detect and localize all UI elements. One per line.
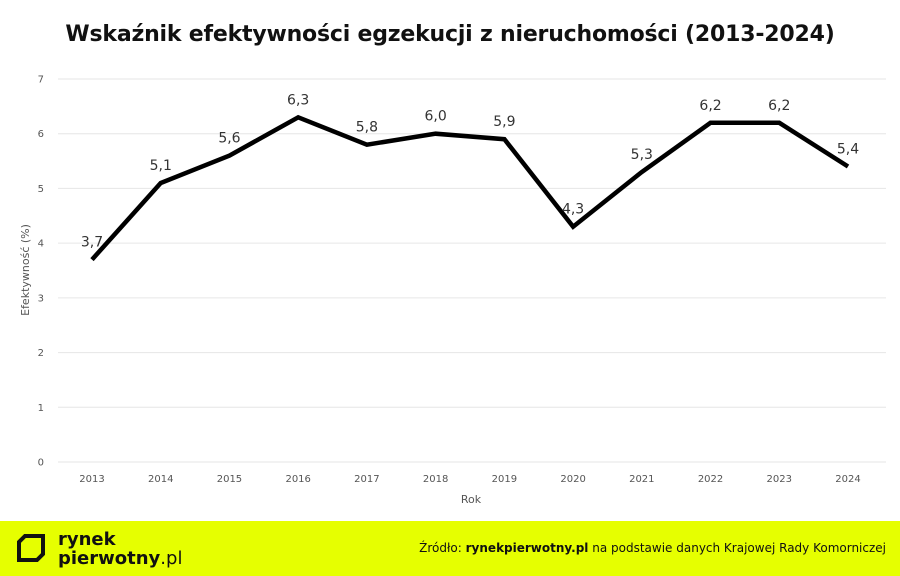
line-chart: 0 1 2 3 4 5 6 7 2013 2014 2015 2016 2017 2018 2019 202… bbox=[19, 75, 886, 506]
brand-name: rynek pierwotny.pl bbox=[58, 530, 182, 568]
data-label: 6,0 bbox=[425, 109, 447, 125]
data-label: 5,1 bbox=[150, 158, 172, 174]
data-label: 5,6 bbox=[218, 131, 240, 147]
x-tick-label: 2023 bbox=[767, 474, 792, 485]
data-label: 5,9 bbox=[493, 114, 515, 130]
series-line bbox=[90, 114, 850, 262]
x-tick-label: 2014 bbox=[148, 474, 173, 485]
brand-suffix: .pl bbox=[160, 548, 183, 569]
x-tick-label: 2016 bbox=[285, 474, 310, 485]
x-tick-label: 2024 bbox=[835, 474, 860, 485]
y-axis-title: Efektywność (%) bbox=[19, 224, 32, 316]
brand-line-2: pierwotny.pl bbox=[58, 549, 182, 568]
x-tick-label: 2017 bbox=[354, 474, 379, 485]
y-tick-label: 7 bbox=[38, 75, 44, 86]
source-prefix: Źródło: bbox=[419, 541, 462, 555]
grid-lines bbox=[58, 78, 886, 463]
y-tick-label: 3 bbox=[38, 293, 44, 304]
data-label: 6,3 bbox=[287, 92, 309, 108]
x-tick-label: 2021 bbox=[629, 474, 654, 485]
x-tick-label: 2018 bbox=[423, 474, 448, 485]
data-label: 5,8 bbox=[356, 120, 378, 136]
brand-logo-icon bbox=[17, 534, 45, 562]
chart-title: Wskaźnik efektywności egzekucji z nieruc… bbox=[65, 22, 835, 47]
data-label: 5,4 bbox=[837, 142, 859, 158]
brand-line-1: rynek bbox=[58, 529, 116, 550]
source-note: Źródło: rynekpierwotny.pl na podstawie d… bbox=[419, 541, 886, 555]
y-tick-label: 2 bbox=[38, 348, 44, 359]
y-axis-ticks: 0 1 2 3 4 5 6 7 bbox=[38, 75, 44, 469]
source-site: rynekpierwotny.pl bbox=[465, 541, 589, 555]
x-tick-label: 2013 bbox=[79, 474, 104, 485]
y-tick-label: 4 bbox=[38, 239, 44, 250]
data-label: 3,7 bbox=[81, 235, 103, 251]
x-tick-label: 2020 bbox=[560, 474, 585, 485]
y-tick-label: 0 bbox=[38, 458, 44, 469]
x-tick-label: 2015 bbox=[217, 474, 242, 485]
x-axis-ticks: 2013 2014 2015 2016 2017 2018 2019 2020 2021 2022… bbox=[79, 474, 860, 485]
data-label: 4,3 bbox=[562, 202, 584, 218]
x-axis-title: Rok bbox=[461, 493, 482, 506]
x-tick-label: 2019 bbox=[492, 474, 517, 485]
footer-bar: rynek pierwotny.pl Źródło: rynekpierwotn… bbox=[0, 521, 900, 576]
x-tick-label: 2022 bbox=[698, 474, 723, 485]
data-label: 6,2 bbox=[699, 98, 721, 114]
y-tick-label: 1 bbox=[38, 403, 44, 414]
data-label: 6,2 bbox=[768, 98, 790, 114]
source-rest: na podstawie danych Krajowej Rady Komorn… bbox=[592, 541, 886, 555]
y-tick-label: 5 bbox=[38, 184, 44, 195]
brand-word: pierwotny bbox=[58, 548, 161, 569]
data-labels: 3,7 5,1 5,6 6,3 5,8 6,0 5,9 4,3 5,3 6,2 6,2 5,4 bbox=[81, 92, 859, 250]
data-label: 5,3 bbox=[631, 147, 653, 163]
y-tick-label: 6 bbox=[38, 129, 44, 140]
